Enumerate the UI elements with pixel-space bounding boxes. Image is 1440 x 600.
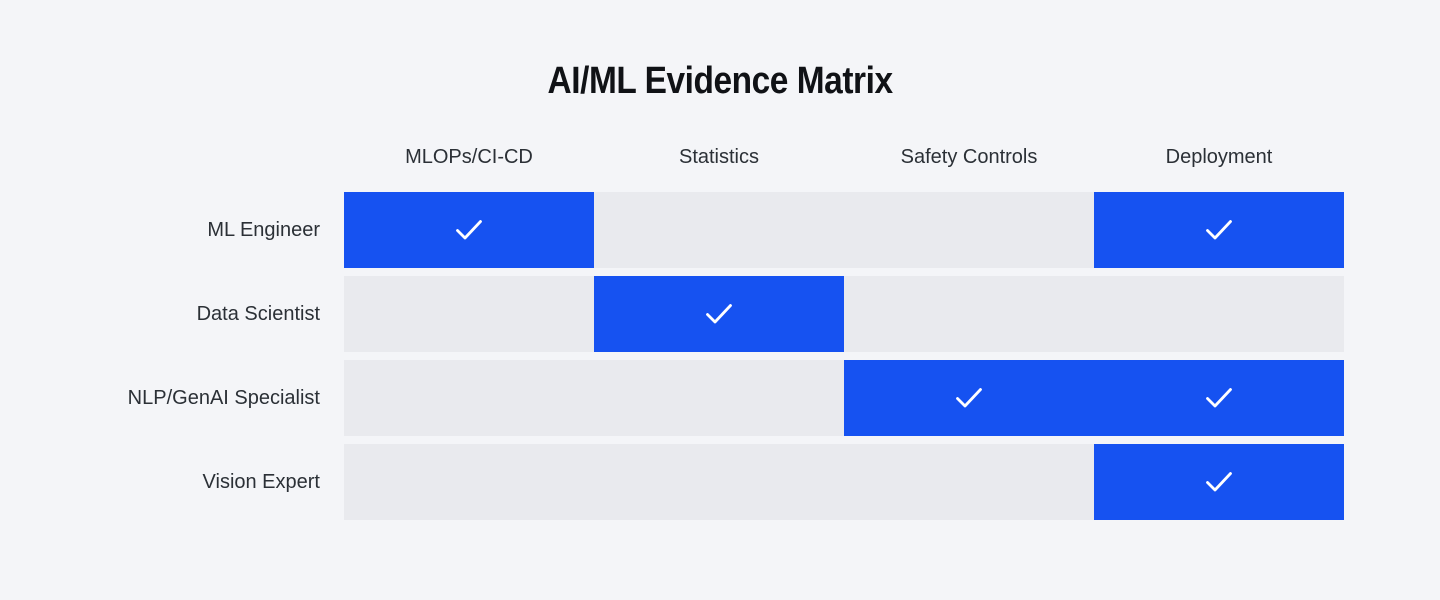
matrix-row-nlp-genai-specialist: NLP/GenAI Specialist (0, 360, 1344, 436)
column-header-safety-controls: Safety Controls (900, 146, 1038, 168)
column-header-mlops: MLOPs/CI-CD (405, 146, 533, 168)
check-icon (706, 304, 732, 324)
matrix-cell (844, 360, 1094, 436)
check-icon (1206, 220, 1232, 240)
matrix-cell (594, 192, 844, 268)
matrix-cell (1094, 444, 1344, 520)
row-label-ml-engineer: ML Engineer (207, 219, 320, 241)
row-label-vision-expert: Vision Expert (202, 471, 320, 493)
check-icon (1206, 472, 1232, 492)
matrix-cell (1094, 192, 1344, 268)
matrix-cell (594, 360, 844, 436)
check-icon (456, 220, 482, 240)
column-headers: MLOPs/CI-CD Statistics Safety Controls D… (344, 144, 1344, 170)
matrix-cell (344, 276, 594, 352)
column-header-deployment: Deployment (1165, 146, 1273, 168)
row-cells (344, 276, 1344, 352)
matrix-grid: ML Engineer Data Scientist NLP/GenAI Spe… (0, 192, 1344, 520)
matrix-cell (844, 444, 1094, 520)
row-cells (344, 444, 1344, 520)
row-label-nlp-genai-specialist: NLP/GenAI Specialist (127, 387, 320, 409)
row-label-data-scientist: Data Scientist (196, 303, 320, 325)
row-cells (344, 192, 1344, 268)
column-header-statistics: Statistics (678, 146, 760, 168)
matrix-row-vision-expert: Vision Expert (0, 444, 1344, 520)
matrix-row-ml-engineer: ML Engineer (0, 192, 1344, 268)
matrix-cell (844, 192, 1094, 268)
matrix-cell (1094, 276, 1344, 352)
matrix-cell (344, 444, 594, 520)
row-cells (344, 360, 1344, 436)
check-icon (1206, 388, 1232, 408)
matrix-cell (594, 276, 844, 352)
matrix-cell (344, 192, 594, 268)
matrix-cell (594, 444, 844, 520)
page-title: AI/ML Evidence Matrix (0, 60, 1440, 103)
check-icon (956, 388, 982, 408)
matrix-cell (844, 276, 1094, 352)
matrix-cell (344, 360, 594, 436)
matrix-row-data-scientist: Data Scientist (0, 276, 1344, 352)
matrix-cell (1094, 360, 1344, 436)
chart-title-text: AI/ML Evidence Matrix (547, 60, 893, 102)
